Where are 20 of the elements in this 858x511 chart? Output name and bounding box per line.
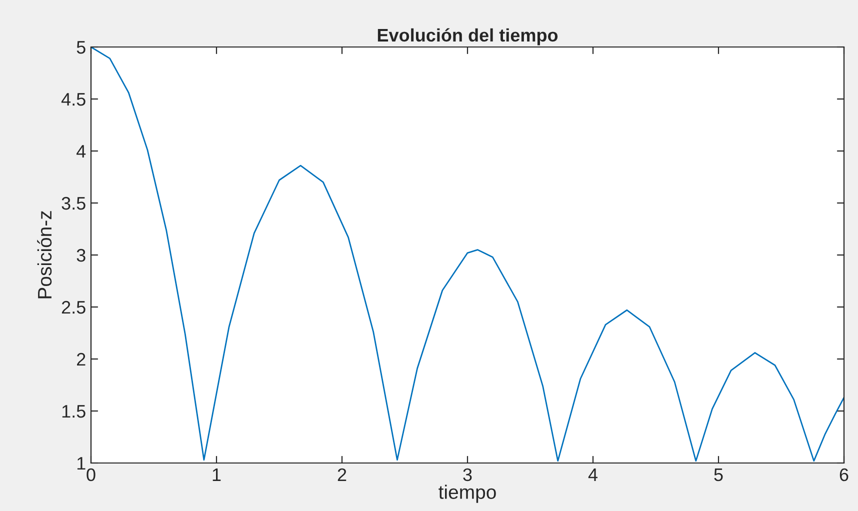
- y-tick-label: 1.5: [62, 405, 86, 418]
- x-tick-label: 4: [588, 468, 598, 481]
- x-tick-label: 0: [86, 468, 96, 482]
- y-tick-label: 3.5: [62, 196, 86, 210]
- y-tick-label: 4: [76, 145, 86, 158]
- y-tick-label: 3: [76, 248, 86, 262]
- chart-title: Evolución del tiempo: [378, 28, 558, 46]
- y-tick-label: 2: [77, 352, 86, 366]
- y-axis-title: Posición-z: [37, 211, 52, 298]
- y-tick-label: 2.5: [62, 300, 86, 314]
- x-tick-label: 3: [463, 468, 472, 482]
- y-tick-label: 5: [76, 41, 86, 54]
- y-tick-label: 4.5: [61, 93, 86, 106]
- x-tick-label: 6: [840, 468, 848, 482]
- x-axis-title: tiempo: [438, 484, 496, 503]
- x-tick-label: 1: [212, 468, 221, 481]
- line-series: [91, 47, 844, 462]
- x-tick-label: 5: [714, 468, 723, 482]
- y-tick-label: 1: [77, 457, 86, 470]
- x-tick-label: 2: [338, 468, 346, 481]
